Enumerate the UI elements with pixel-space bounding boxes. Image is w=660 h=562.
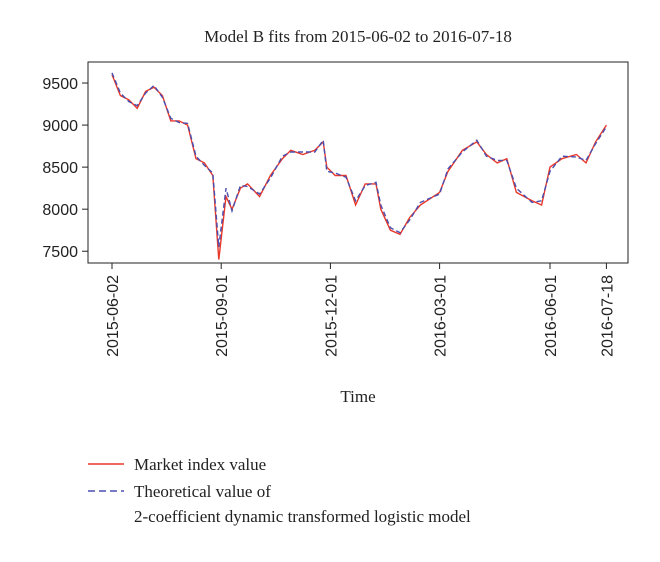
x-tick-label: 2016-06-01	[543, 275, 560, 357]
chart: Model B fits from 2015-06-02 to 2016-07-…	[42, 27, 629, 406]
y-tick-label: 9500	[42, 76, 78, 93]
legend-item: Market index value	[88, 452, 471, 477]
x-tick-label: 2016-07-18	[599, 275, 616, 357]
series-line	[111, 72, 607, 248]
y-tick-label: 8500	[42, 160, 78, 177]
y-tick-label: 9000	[42, 118, 78, 135]
chart-title: Model B fits from 2015-06-02 to 2016-07-…	[204, 27, 512, 46]
x-tick-label: 2016-03-01	[433, 275, 450, 357]
series-line	[111, 74, 607, 260]
legend-label: Market index value	[134, 455, 267, 474]
legend: Market index value Theoretical value of 2…	[88, 452, 471, 531]
x-tick-label: 2015-12-01	[323, 275, 340, 357]
legend-item: Theoretical value of 2-coefficient dynam…	[88, 479, 471, 529]
x-tick-label: 2015-06-02	[105, 275, 122, 357]
x-tick-label: 2015-09-01	[214, 275, 231, 357]
plot-frame	[87, 61, 629, 264]
x-axis-label: Time	[340, 387, 375, 406]
y-tick-label: 7500	[42, 244, 78, 261]
legend-swatch	[88, 490, 124, 492]
y-tick-label: 8000	[42, 202, 78, 219]
legend-swatch	[88, 463, 124, 465]
legend-label: Theoretical value of 2-coefficient dynam…	[134, 482, 471, 526]
